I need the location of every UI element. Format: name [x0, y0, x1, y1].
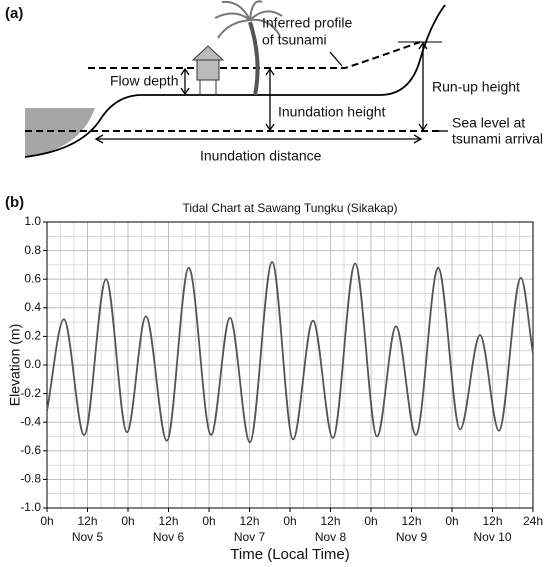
diagram: (a) Inferred profile of tsunami [5, 0, 543, 164]
label-inferred-1: Inferred profile [262, 15, 352, 31]
sea [25, 108, 95, 157]
x-date-label: Nov 5 [72, 530, 104, 544]
y-tick-label: -0.2 [20, 386, 41, 400]
label-sea-level-2: tsunami arrival [452, 131, 543, 147]
label-flow-depth: Flow depth [110, 73, 178, 89]
x-tick-label: 0h [283, 514, 296, 528]
label-inferred-2: of tsunami [262, 32, 327, 48]
x-date-label: Nov 9 [396, 530, 428, 544]
tsunami-profile [88, 41, 421, 69]
x-axis-label: Time (Local Time) [230, 546, 349, 563]
chart-title: Tidal Chart at Sawang Tungku (Sikakap) [183, 201, 398, 215]
x-tick-label: 12h [239, 514, 259, 528]
y-tick-label: 0.0 [24, 357, 41, 371]
house [191, 45, 225, 95]
tide-line [46, 261, 534, 444]
plot-frame [46, 221, 534, 509]
y-tick-label: -0.6 [20, 443, 41, 457]
label-sea-level-1: Sea level at [452, 115, 525, 131]
x-date-label: Nov 10 [473, 530, 511, 544]
y-tick-label: 0.4 [24, 300, 41, 314]
x-tick-label: 0h [202, 514, 215, 528]
x-tick-label: 12h [77, 514, 97, 528]
panel-label: (a) [5, 5, 23, 22]
y-tick-label: -0.4 [20, 414, 41, 428]
x-date-label: Nov 8 [315, 530, 347, 544]
x-date-label: Nov 6 [153, 530, 185, 544]
y-tick-label: -1.0 [20, 500, 41, 514]
label-inundation-distance: Inundation distance [200, 148, 322, 164]
x-tick-label: 12h [401, 514, 421, 528]
y-tick-label: 0.6 [24, 271, 41, 285]
x-tick-label: 0h [364, 514, 377, 528]
y-tick-label: 0.2 [24, 329, 41, 343]
ground-profile [24, 4, 446, 158]
y-tick-label: 1.0 [24, 214, 41, 228]
x-tick-label: 0h [121, 514, 134, 528]
palm-tree [214, 0, 283, 96]
y-tick-label: 0.8 [24, 243, 41, 257]
panel-label: (b) [5, 194, 24, 211]
label-runup: Run-up height [432, 79, 520, 95]
x-tick-label: 0h [445, 514, 458, 528]
x-date-label: Nov 7 [234, 530, 266, 544]
arrows [94, 41, 448, 144]
x-tick-label: 12h [320, 514, 340, 528]
label-inundation-height: Inundation height [278, 104, 386, 120]
x-tick-label: 12h [158, 514, 178, 528]
x-tick-label: 24h [523, 514, 543, 528]
y-tick-label: -0.8 [20, 472, 41, 486]
x-tick-label: 12h [482, 514, 502, 528]
x-tick-label: 0h [40, 514, 53, 528]
y-axis-label: Elevation (m) [7, 324, 23, 406]
